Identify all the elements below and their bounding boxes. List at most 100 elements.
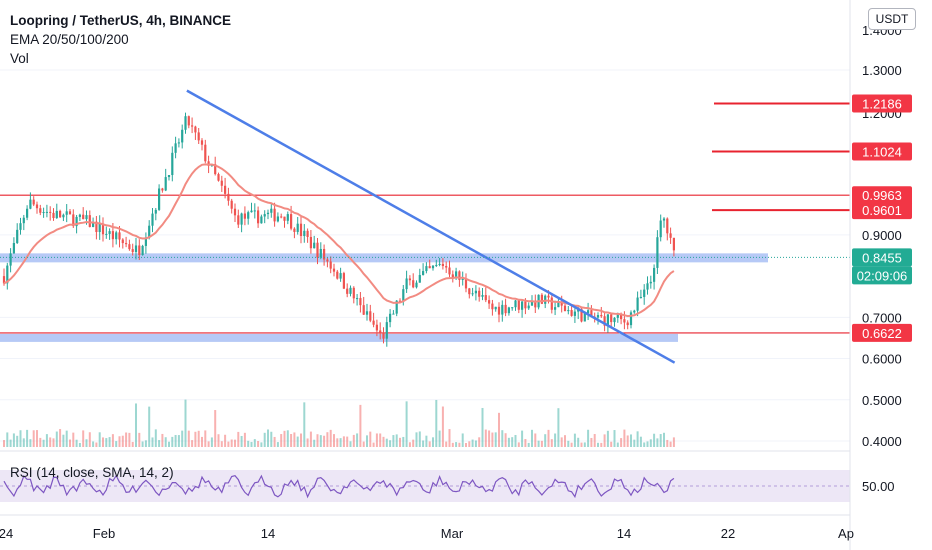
volume-bar (366, 435, 368, 447)
candle-body (78, 214, 81, 217)
candle-body (415, 282, 418, 288)
volume-bar (283, 430, 286, 447)
volume-bar (504, 433, 507, 447)
rsi-legend[interactable]: RSI (14, close, SMA, 14, 2) (10, 465, 174, 480)
candle-body (662, 218, 666, 221)
volume-bar (432, 437, 434, 447)
candle-body (9, 253, 12, 266)
candle-body (596, 315, 600, 318)
volume-bar (560, 437, 563, 447)
volume-bar (517, 442, 520, 447)
price-axis-label: 0.5000 (862, 393, 902, 408)
candle-body (105, 233, 108, 235)
candle-body (623, 319, 626, 323)
candle-body (359, 298, 362, 306)
volume-bar (263, 432, 266, 447)
volume-bar (92, 441, 95, 447)
volume-bar (356, 433, 359, 447)
descending-trendline[interactable] (186, 89, 676, 364)
candle-body (649, 281, 652, 284)
volume-bar (620, 438, 623, 447)
volume-bar (144, 440, 147, 447)
candle-body (342, 273, 345, 289)
support-zone-lower[interactable] (0, 333, 678, 342)
candle-body (55, 210, 58, 219)
currency-button[interactable]: USDT (868, 8, 916, 30)
candle-body (382, 332, 385, 339)
candle-body (319, 248, 322, 258)
candle-body (672, 237, 675, 251)
candle-body (633, 310, 636, 313)
volume-bar (659, 434, 662, 447)
volume-bar (250, 441, 253, 447)
volume-legend[interactable]: Vol (10, 51, 29, 66)
time-axis-label: 24 (0, 526, 13, 541)
volume-bar (554, 433, 557, 447)
volume-bar (435, 399, 438, 447)
volume-bar (260, 442, 263, 447)
volume-bar (507, 437, 510, 447)
candle-body (45, 211, 48, 213)
price-axis[interactable]: 1.30000.90000.70000.60000.50000.40001.40… (862, 23, 902, 449)
candle-body (158, 188, 161, 210)
candle-body (134, 245, 138, 252)
candle-body (389, 313, 392, 323)
volume-bar (392, 435, 395, 447)
candle-body (306, 230, 309, 237)
volume-bar (336, 438, 339, 447)
volume-bar (544, 434, 547, 447)
volume-bar (333, 434, 335, 447)
volume-bar (316, 434, 319, 447)
volume-bar (181, 430, 184, 447)
volume-bar (293, 432, 296, 447)
price-tag: 1.1024 (852, 142, 912, 161)
candle-body (643, 289, 646, 297)
candle-body (329, 261, 332, 269)
price-tag-label: 02:09:06 (857, 268, 908, 283)
volume-bar (131, 441, 134, 447)
candle-body (237, 215, 240, 225)
candle-body (75, 216, 78, 227)
volume-bar (141, 441, 144, 447)
candle-body (263, 214, 266, 217)
volume-bar (29, 439, 32, 447)
volume-bar (359, 404, 362, 447)
candle-body (29, 199, 32, 209)
volume-bar (402, 436, 405, 447)
volume-bar (303, 402, 306, 447)
volume-bar (672, 437, 675, 447)
volume-bar (649, 439, 652, 447)
candle-body (32, 199, 35, 205)
candle-body (484, 295, 487, 301)
volume-bar (666, 439, 669, 447)
candle-body (534, 300, 537, 308)
candle-body (167, 175, 171, 178)
volume-bar (158, 440, 161, 447)
candle-body (392, 313, 395, 315)
candle-body (115, 232, 118, 240)
volume-bar (184, 399, 187, 447)
candle-body (590, 310, 593, 317)
volume-bar (633, 439, 636, 447)
volume-bar (210, 437, 213, 447)
volume-bar (524, 439, 527, 447)
volume-bar (663, 432, 665, 447)
candle-body (125, 243, 128, 245)
volume-bar (39, 437, 42, 447)
candle-body (461, 278, 464, 280)
candle-body (276, 216, 279, 222)
candle-body (118, 232, 121, 240)
volume-bar (597, 442, 599, 447)
volume-bar (616, 442, 619, 447)
candle-body (59, 210, 62, 218)
candle-body (88, 215, 91, 227)
ema-legend[interactable]: EMA 20/50/100/200 (10, 32, 129, 47)
volume-bar (590, 437, 593, 447)
volume-bar (438, 430, 441, 447)
volume-bar (237, 431, 240, 447)
time-axis[interactable]: 24 Feb 14 Mar 14 22 Ap (0, 526, 854, 541)
volume-bar (151, 437, 154, 447)
volume-bar (346, 436, 349, 447)
candle-body (204, 144, 207, 162)
